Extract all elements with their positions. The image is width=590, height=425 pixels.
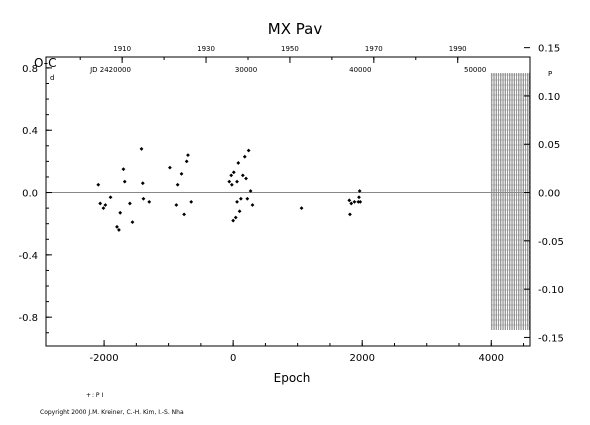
top-year-axis: 1910 1930 1950 1970 1990 [79,45,467,63]
data-point [189,199,194,204]
data-point [356,199,361,204]
x-tick-label: 4000 [479,353,504,364]
data-point [168,165,172,170]
data-point [174,203,179,207]
year-tick-label: 1930 [197,45,215,53]
data-point [242,154,247,159]
data-point [122,179,127,184]
y-tick-label: 0.0 [22,189,38,200]
chart-title: MX Pav [268,20,323,38]
data-point [98,201,103,206]
data-point [184,159,189,164]
x-tick-label: -2000 [90,353,119,364]
copyright-text: Copyright 2000 J.M. Kreiner, C.-H. Kim, … [40,409,184,416]
year-tick-label: 1910 [113,45,131,53]
jd-label: 50000 [464,66,486,74]
y2-tick-label: 0.15 [538,44,560,55]
data-point [229,173,234,178]
data-point [231,170,236,175]
data-point [244,176,248,181]
hatch-lines [490,73,530,330]
y2-tick-label: -0.10 [538,285,564,296]
data-point [352,199,357,204]
data-point [347,198,352,203]
data-point [147,199,152,204]
data-point [229,182,234,187]
y-tick-label: 0.8 [22,64,38,75]
data-point [117,228,121,232]
data-point [118,210,123,215]
data-point [248,189,253,193]
x-axis-ticks: -2000 0 2000 4000 [90,340,525,364]
data-point [238,196,243,201]
y2-tick-label: -0.15 [538,333,564,344]
y-tick-label: 0.4 [22,126,38,137]
data-point [245,196,250,201]
data-point [231,218,236,223]
data-point [348,212,352,217]
data-point [235,179,239,184]
data-point [250,203,255,207]
data-point [349,201,354,206]
jd-label: 40000 [349,66,371,74]
data-point [140,181,145,186]
year-tick-label: 1950 [281,45,299,53]
data-point [357,189,362,193]
data-point [299,206,304,211]
year-tick-label: 1990 [449,45,467,53]
y2-tick-label: 0.10 [538,92,560,103]
data-point [175,182,180,187]
y-axis-right-ticks: 0.15 0.10 0.05 0.00 -0.05 -0.10 -0.15 [524,44,564,344]
data-point [233,215,238,220]
data-point [182,212,187,217]
x-tick-label: 2000 [349,353,374,364]
y-axis-left-ticks: 0.8 0.4 0.0 -0.4 -0.8 [18,64,52,334]
legend-label: : P I [92,392,103,399]
y-tick-label: -0.4 [18,251,38,262]
data-point [139,147,144,151]
x-tick-label: 0 [230,353,236,364]
data-point [358,199,363,204]
data-point [186,153,190,158]
data-point [101,206,106,211]
data-point [121,167,126,172]
data-point [96,182,101,187]
x-axis-label: Epoch [274,371,311,385]
data-point [127,201,132,206]
year-tick-label: 1970 [365,45,383,53]
y2-tick-label: -0.05 [538,237,564,248]
y-tick-label: -0.8 [18,313,38,324]
y-axis-unit: d [50,74,54,82]
hatched-region [491,75,530,324]
data-point [130,220,135,225]
jd-label: 30000 [235,66,257,74]
data-point [179,171,184,176]
data-point [237,209,242,214]
data-point [246,148,251,153]
data-point [235,199,239,204]
data-point [227,179,232,184]
plot-frame [45,56,531,347]
y-axis-label: O-C [34,56,57,70]
data-point [115,224,119,229]
data-point [103,203,108,207]
data-point [141,196,146,201]
legend-symbol: + [86,392,91,399]
data-point [240,173,245,178]
y2-axis-unit: P [548,70,552,78]
data-points [96,147,363,232]
y2-tick-label: 0.05 [538,140,560,151]
jd-label: JD 2420000 [89,66,131,74]
y2-tick-label: 0.00 [538,189,560,200]
data-point [108,195,113,200]
jd-labels: JD 2420000 30000 40000 50000 [89,66,486,74]
data-point [357,195,361,200]
data-point [236,161,241,165]
